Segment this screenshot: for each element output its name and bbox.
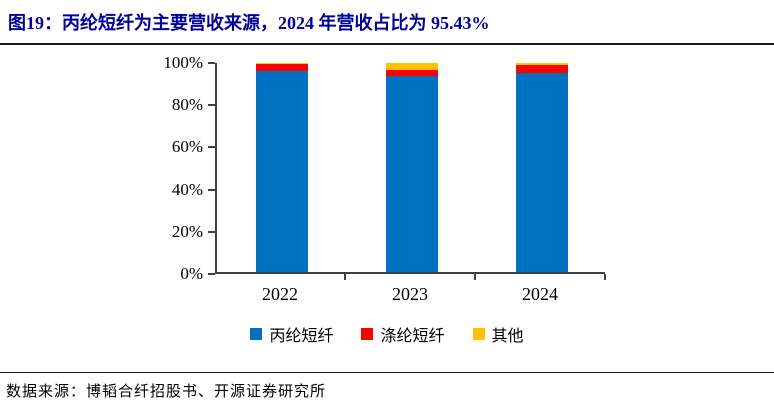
- y-axis-tick-mark: [208, 62, 215, 64]
- legend-swatch-icon: [472, 328, 485, 340]
- x-axis-tick-mark: [344, 274, 346, 280]
- legend-item-其他: 其他: [472, 322, 524, 346]
- x-axis-category-label: 2024: [522, 284, 558, 304]
- plot-area: [215, 63, 605, 274]
- legend-item-涤纶短纤: 涤纶短纤: [361, 322, 445, 346]
- y-axis-tick-label: 100%: [163, 53, 203, 72]
- bar-2024: [516, 63, 568, 272]
- y-axis-tick-mark: [208, 104, 215, 107]
- y-axis-tick-label: 40%: [171, 179, 203, 199]
- legend-label: 涤纶短纤: [380, 328, 445, 345]
- bar-segment-2022-涤纶短纤: [256, 63, 308, 72]
- x-axis-category-label: 2023: [392, 284, 428, 304]
- y-axis-tick-mark: [208, 188, 215, 191]
- bar-segment-2023-其他: [386, 63, 438, 70]
- legend-swatch-icon: [250, 328, 263, 340]
- y-axis-tick-label: 60%: [171, 137, 203, 157]
- y-axis-tick-mark: [208, 230, 215, 233]
- bar-segment-2024-其他: [516, 63, 568, 66]
- x-axis-tick-mark: [604, 274, 606, 280]
- legend-label: 丙纶短纤: [269, 328, 334, 345]
- bar-segment-2022-其他: [256, 63, 308, 64]
- bar-segment-2024-涤纶短纤: [516, 65, 568, 73]
- x-axis-category-label: 2022: [262, 284, 298, 304]
- y-axis-tick-label: 20%: [171, 221, 203, 241]
- figure-header: 图19：丙纶短纤为主要营收来源，2024 年营收占比为 95.43%: [0, 0, 774, 45]
- figure-title: 图19：丙纶短纤为主要营收来源，2024 年营收占比为 95.43%: [8, 13, 490, 33]
- y-axis-tick-label: 80%: [171, 95, 203, 115]
- bar-2023: [386, 63, 438, 272]
- y-axis-tick-mark: [208, 273, 215, 275]
- bar-segment-2023-丙纶短纤: [386, 76, 438, 272]
- bar-segment-2022-丙纶短纤: [256, 71, 308, 272]
- bar-segment-2024-丙纶短纤: [516, 72, 568, 272]
- x-axis-tick-mark: [474, 274, 476, 280]
- legend-item-丙纶短纤: 丙纶短纤: [250, 322, 333, 346]
- legend-label: 其他: [491, 328, 524, 345]
- bar-segment-2023-涤纶短纤: [386, 69, 438, 77]
- data-source-note: 数据来源：博韬合纤招股书、开源证券研究所: [6, 384, 327, 400]
- bar-2022: [256, 63, 308, 272]
- chart-legend: 丙纶短纤 涤纶短纤 其他: [0, 322, 774, 346]
- y-axis-tick-mark: [208, 146, 215, 149]
- legend-swatch-icon: [361, 328, 374, 340]
- y-axis-tick-label: 0%: [180, 264, 203, 283]
- footer-divider: [0, 372, 774, 373]
